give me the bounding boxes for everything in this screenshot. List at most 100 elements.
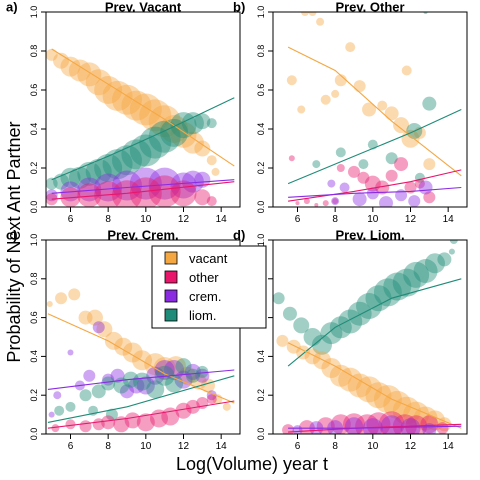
data-point — [365, 285, 392, 312]
data-point — [358, 159, 369, 170]
series-vacant — [46, 48, 220, 176]
data-point — [320, 322, 343, 345]
data-point — [293, 317, 310, 334]
data-point — [111, 170, 142, 201]
data-point — [286, 339, 301, 354]
series-other — [288, 155, 436, 207]
panel-letter: a) — [6, 0, 18, 15]
data-point — [83, 369, 96, 382]
data-point — [146, 380, 165, 399]
y-tick-label: 0.8 — [29, 273, 39, 286]
data-point — [128, 377, 145, 394]
data-point — [331, 89, 340, 98]
data-point — [222, 402, 231, 411]
data-point — [413, 259, 438, 284]
data-point — [375, 180, 390, 195]
data-point — [335, 147, 346, 158]
y-tick-label: 0.4 — [256, 350, 266, 363]
data-point — [312, 351, 331, 370]
data-point — [68, 166, 91, 189]
data-point — [366, 412, 391, 434]
data-point — [68, 288, 81, 301]
data-point — [101, 376, 116, 391]
x-tick-label: 8 — [332, 441, 338, 452]
panel-title: Prev. Crem. — [107, 228, 178, 243]
y-tick-label: 0.2 — [256, 389, 266, 402]
data-point — [353, 80, 366, 93]
data-point — [148, 120, 181, 153]
y-tick-label: 1.0 — [29, 234, 39, 247]
data-point — [295, 201, 300, 206]
data-point — [113, 416, 130, 433]
data-point — [196, 365, 209, 378]
data-point — [153, 357, 176, 380]
data-point — [148, 105, 181, 138]
data-point — [144, 353, 167, 376]
data-point — [60, 56, 81, 77]
data-point — [53, 391, 62, 400]
data-point — [331, 197, 340, 206]
data-point — [194, 113, 211, 130]
data-point — [68, 59, 91, 82]
x-tick-label: 14 — [443, 441, 455, 452]
y-tick-label: 0.2 — [29, 162, 39, 175]
data-point — [194, 140, 211, 157]
y-tick-label: 0.6 — [256, 84, 266, 97]
trend-line-vacant — [287, 342, 462, 429]
data-point — [401, 65, 412, 76]
plot-area — [286, 12, 462, 207]
data-point — [60, 167, 81, 188]
data-point — [170, 172, 197, 199]
x-tick-label: 10 — [367, 441, 379, 452]
x-tick-label: 8 — [105, 441, 111, 452]
data-point — [194, 171, 211, 188]
data-point — [94, 76, 123, 104]
data-point — [121, 90, 152, 121]
data-point — [160, 118, 189, 147]
y-tick-label: 0.2 — [256, 162, 266, 175]
data-point — [46, 301, 53, 308]
data-point — [206, 118, 217, 129]
data-point — [423, 191, 436, 204]
data-point — [101, 415, 116, 430]
data-point — [111, 145, 142, 176]
data-point — [181, 112, 204, 135]
data-point — [175, 402, 192, 419]
data-point — [165, 356, 186, 377]
data-point — [46, 48, 58, 61]
data-point — [185, 368, 200, 383]
data-point — [154, 359, 175, 380]
data-point — [392, 268, 421, 297]
legend-swatch-liom — [164, 308, 178, 322]
data-point — [365, 382, 392, 409]
data-point — [393, 117, 410, 134]
x-tick-label: 12 — [178, 441, 190, 452]
series-liom — [312, 12, 437, 183]
data-point — [327, 179, 336, 188]
data-point — [79, 389, 92, 402]
legend-label-other: other — [189, 270, 219, 285]
data-point — [413, 406, 438, 431]
data-point — [379, 196, 394, 207]
x-tick-label: 6 — [295, 214, 301, 225]
trend-line-liom — [51, 97, 235, 181]
plot-frame — [45, 239, 241, 435]
legend-swatch-vacant — [164, 251, 178, 265]
series-liom — [54, 358, 209, 421]
trend-line-crem — [51, 179, 235, 194]
legend-label-vacant: vacant — [189, 251, 228, 266]
data-point — [86, 309, 103, 326]
data-point — [79, 420, 92, 433]
data-point — [332, 198, 339, 205]
x-tick-label: 10 — [140, 214, 152, 225]
data-point — [94, 154, 123, 182]
y-tick-label: 0.4 — [256, 123, 266, 136]
x-tick-label: 10 — [140, 441, 152, 452]
data-point — [420, 415, 439, 434]
data-point — [308, 12, 317, 16]
data-point — [408, 195, 421, 207]
data-point — [356, 376, 383, 403]
data-point — [418, 180, 433, 195]
data-point — [338, 309, 363, 334]
data-point — [347, 165, 360, 178]
